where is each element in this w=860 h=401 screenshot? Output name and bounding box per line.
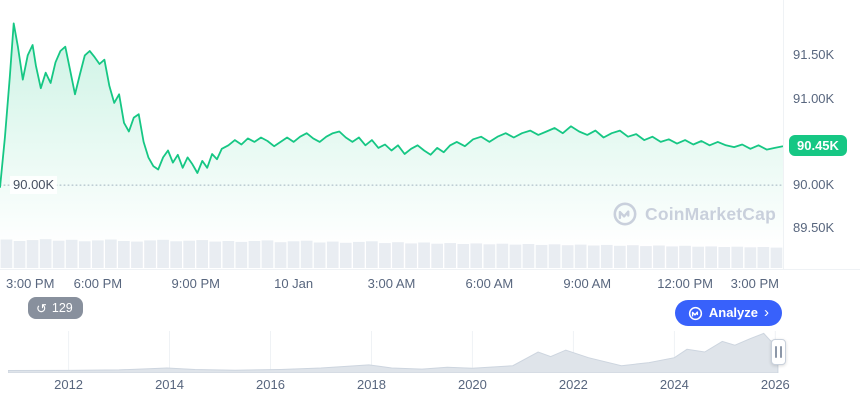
year-axis-tick: 2022: [558, 377, 588, 392]
x-axis-tick: 3:00 PM: [730, 276, 779, 291]
y-axis-tick: 91.00K: [793, 90, 835, 106]
x-axis-tick: 9:00 AM: [563, 276, 612, 291]
year-axis: 2012 2014 2016 2018 2020 2022 2024 2026: [8, 377, 793, 397]
y-axis-tick: 91.50K: [793, 47, 835, 63]
watermark-text: CoinMarketCap: [645, 203, 776, 224]
analyze-label: Analyze: [708, 305, 758, 320]
price-line: [0, 22, 783, 188]
range-selector[interactable]: 2012 2014 2016 2018 2020 2022 2024 2026: [0, 329, 860, 400]
coinmarketcap-logo-icon: [612, 201, 638, 227]
x-axis-tick: 10 Jan: [274, 276, 314, 291]
x-axis-tick: 3:00 PM: [6, 276, 55, 291]
history-area-fill: [8, 332, 779, 373]
year-axis-tick: 2014: [155, 377, 184, 392]
price-area-fill: [0, 23, 783, 247]
actions-row: ↺ 129 Analyze ›: [0, 295, 860, 329]
history-count-label: 129: [51, 301, 73, 315]
history-count-badge[interactable]: ↺ 129: [28, 297, 83, 319]
price-chart[interactable]: 90.00K CoinMarketCap 91.50K 91.00K 90.00K 8…: [0, 0, 860, 270]
y-axis-tick: 89.50K: [793, 220, 835, 236]
history-overview-chart[interactable]: [8, 329, 793, 373]
x-axis-tick: 3:00 AM: [367, 276, 416, 291]
year-axis-tick: 2018: [357, 377, 386, 392]
x-axis-tick: 9:00 PM: [171, 276, 220, 291]
current-price-badge: 90.45K: [789, 135, 847, 157]
x-axis-tick: 12:00 PM: [657, 276, 713, 291]
year-axis-tick: 2026: [760, 377, 790, 392]
chevron-right-icon: ›: [764, 304, 769, 321]
year-axis-tick: 2024: [659, 377, 689, 392]
x-axis-tick: 6:00 PM: [73, 276, 123, 291]
range-handle[interactable]: [770, 339, 786, 365]
analyze-button[interactable]: Analyze ›: [674, 300, 782, 326]
year-axis-tick: 2016: [256, 377, 285, 392]
year-axis-tick: 2012: [54, 377, 84, 392]
time-x-axis[interactable]: 3:00 PM 6:00 PM 9:00 PM 10 Jan 3:00 AM 6:00 A…: [0, 270, 860, 295]
x-axis-tick: 6:00 AM: [465, 276, 514, 291]
volume-bars: [0, 239, 783, 268]
watermark: CoinMarketCap: [612, 201, 776, 227]
baseline-price-label: 90.00K: [10, 176, 58, 195]
y-axis-tick: 90.00K: [793, 177, 835, 193]
price-chart-canvas[interactable]: [0, 0, 783, 270]
year-axis-tick: 2020: [457, 377, 487, 392]
coinmarketcap-logo-icon: [688, 306, 703, 321]
history-icon: ↺: [36, 300, 47, 316]
price-y-axis[interactable]: 91.50K 91.00K 90.00K 89.50K 90.45K: [783, 0, 860, 270]
